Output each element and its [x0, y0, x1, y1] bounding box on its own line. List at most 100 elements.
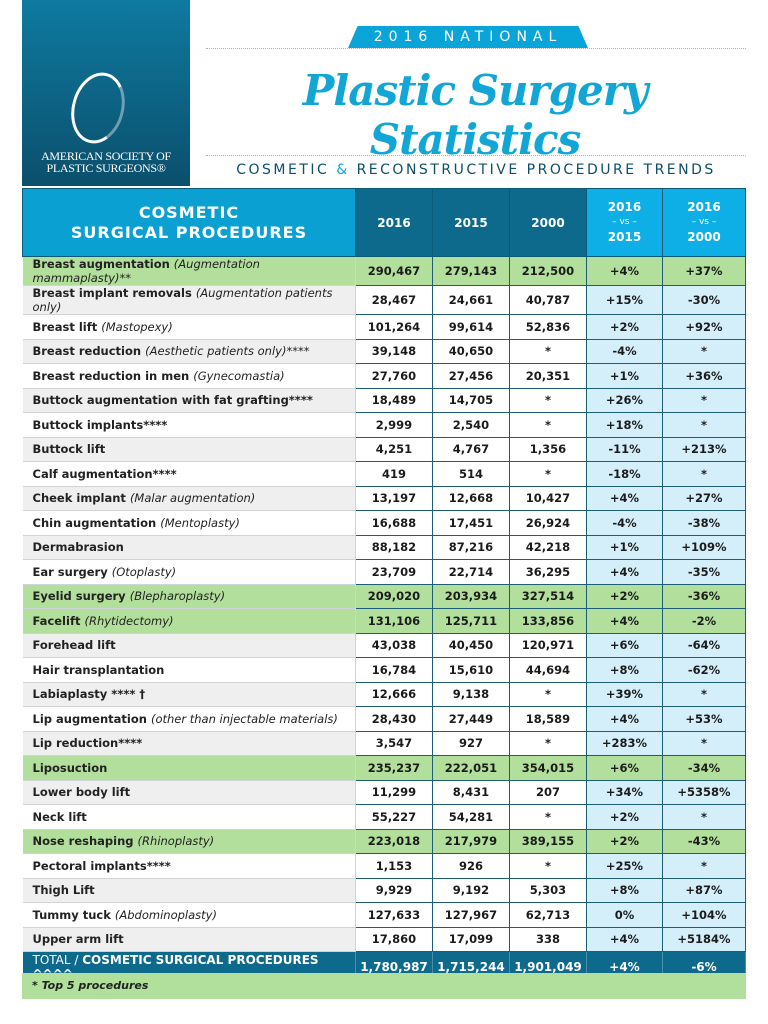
cell-p15: +8% [586, 657, 663, 683]
cell-p00: * [662, 681, 746, 707]
table-row: Breast lift (Mastopexy) 101,264 99,614 52,8… [22, 314, 746, 340]
cell-p00: +5358% [662, 779, 746, 805]
cell-v2000: 212,500 [509, 256, 587, 286]
cell-v2000: 5,303 [509, 877, 587, 903]
cell-v2015: 4,767 [432, 436, 510, 462]
cell-p15: -18% [586, 461, 663, 487]
cell-v2000: 10,427 [509, 485, 587, 511]
table-row: Facelift (Rhytidectomy) 131,106 125,711 133… [22, 608, 746, 634]
procedure-name: Chin augmentation (Mentoplasty) [22, 510, 356, 536]
procedure-name: Cheek implant (Malar augmentation) [22, 485, 356, 511]
cell-v2015: 2,540 [432, 412, 510, 438]
procedure-name: Forehead lift [22, 632, 356, 658]
table-row: Buttock lift 4,251 4,767 1,356 -11% +213% [22, 436, 746, 462]
table-row: Calf augmentation**** 419 514 * -18% * [22, 461, 746, 487]
cell-p15: +2% [586, 583, 663, 609]
cell-v2015: 54,281 [432, 804, 510, 830]
cell-p00: +37% [662, 256, 746, 286]
cell-v2000: 36,295 [509, 559, 587, 585]
cell-v2015: 17,099 [432, 926, 510, 952]
cell-v2015: 127,967 [432, 902, 510, 928]
cell-p00: +36% [662, 363, 746, 389]
cell-p00: * [662, 412, 746, 438]
table-row: Forehead lift 43,038 40,450 120,971 +6% -64% [22, 632, 746, 658]
cell-v2015: 9,138 [432, 681, 510, 707]
cell-p15: +18% [586, 412, 663, 438]
header-2015: 2015 [432, 188, 510, 257]
cell-p00: -62% [662, 657, 746, 683]
cell-v2016: 18,489 [355, 387, 433, 413]
header-2016-vs-2015: 2016– vs –2015 [586, 188, 663, 257]
cell-v2016: 17,860 [355, 926, 433, 952]
cell-v2016: 419 [355, 461, 433, 487]
cell-v2000: 52,836 [509, 314, 587, 340]
cell-v2000: * [509, 461, 587, 487]
cell-v2016: 16,688 [355, 510, 433, 536]
table-row: Ear surgery (Otoplasty) 23,709 22,714 36,29… [22, 559, 746, 585]
procedure-name: Neck lift [22, 804, 356, 830]
cell-v2000: * [509, 853, 587, 879]
table-row: Breast reduction (Aesthetic patients onl… [22, 338, 746, 364]
cell-p15: +39% [586, 681, 663, 707]
cell-p00: -34% [662, 755, 746, 781]
procedure-name: Buttock lift [22, 436, 356, 462]
cell-p00: * [662, 853, 746, 879]
table-row: Liposuction 235,237 222,051 354,015 +6% -34% [22, 755, 746, 781]
cell-p00: * [662, 804, 746, 830]
cell-p15: +6% [586, 755, 663, 781]
cell-v2016: 28,467 [355, 285, 433, 315]
cell-p15: 0% [586, 902, 663, 928]
cell-p15: +4% [586, 256, 663, 286]
cell-p15: -4% [586, 338, 663, 364]
cell-v2000: 338 [509, 926, 587, 952]
cell-p00: +92% [662, 314, 746, 340]
table-row: Tummy tuck (Abdominoplasty) 127,633 127,96… [22, 902, 746, 928]
procedure-name: Buttock implants**** [22, 412, 356, 438]
cell-p00: -38% [662, 510, 746, 536]
table-row: Upper arm lift 17,860 17,099 338 +4% +5184% [22, 926, 746, 952]
cell-p00: +5184% [662, 926, 746, 952]
procedure-name: Lip reduction**** [22, 730, 356, 756]
procedure-name: Breast lift (Mastopexy) [22, 314, 356, 340]
cell-v2000: 354,015 [509, 755, 587, 781]
cell-p15: +25% [586, 853, 663, 879]
total-label: TOTAL / COSMETIC SURGICAL PROCEDURES ^^^… [22, 951, 356, 982]
cell-v2015: 14,705 [432, 387, 510, 413]
cell-v2016: 235,237 [355, 755, 433, 781]
table-row: Lower body lift 11,299 8,431 207 +34% +5358% [22, 779, 746, 805]
cell-v2000: * [509, 412, 587, 438]
cell-v2000: * [509, 387, 587, 413]
cell-v2016: 13,197 [355, 485, 433, 511]
cell-p00: -43% [662, 828, 746, 854]
cell-v2000: * [509, 804, 587, 830]
table-header: COSMETIC SURGICAL PROCEDURES 2016 2015 20… [22, 188, 746, 257]
header-2000: 2000 [509, 188, 587, 257]
cell-v2000: 62,713 [509, 902, 587, 928]
table-row: Pectoral implants**** 1,153 926 * +25% * [22, 853, 746, 879]
cell-v2015: 279,143 [432, 256, 510, 286]
procedure-name: Breast augmentation (Augmentation mammap… [22, 256, 356, 286]
cell-p00: * [662, 730, 746, 756]
cell-v2015: 926 [432, 853, 510, 879]
logo-org-name: AMERICAN SOCIETY OF PLASTIC SURGEONS® [41, 149, 171, 175]
table-row: Labiaplasty **** † 12,666 9,138 * +39% * [22, 681, 746, 707]
table-row: Cheek implant (Malar augmentation) 13,197… [22, 485, 746, 511]
cell-v2016: 4,251 [355, 436, 433, 462]
cell-v2000: 26,924 [509, 510, 587, 536]
procedure-name: Dermabrasion [22, 534, 356, 560]
cell-v2015: 17,451 [432, 510, 510, 536]
procedure-name: Pectoral implants**** [22, 853, 356, 879]
divider [206, 155, 746, 156]
cell-v2016: 55,227 [355, 804, 433, 830]
cell-p15: +8% [586, 877, 663, 903]
cell-p00: +213% [662, 436, 746, 462]
cell-p15: +34% [586, 779, 663, 805]
cell-v2015: 927 [432, 730, 510, 756]
cell-p00: -35% [662, 559, 746, 585]
cell-p00: -2% [662, 608, 746, 634]
cell-v2016: 39,148 [355, 338, 433, 364]
cell-v2016: 131,106 [355, 608, 433, 634]
banner-2016-national: 2016 NATIONAL [348, 26, 588, 48]
cell-v2015: 125,711 [432, 608, 510, 634]
cell-v2015: 9,192 [432, 877, 510, 903]
